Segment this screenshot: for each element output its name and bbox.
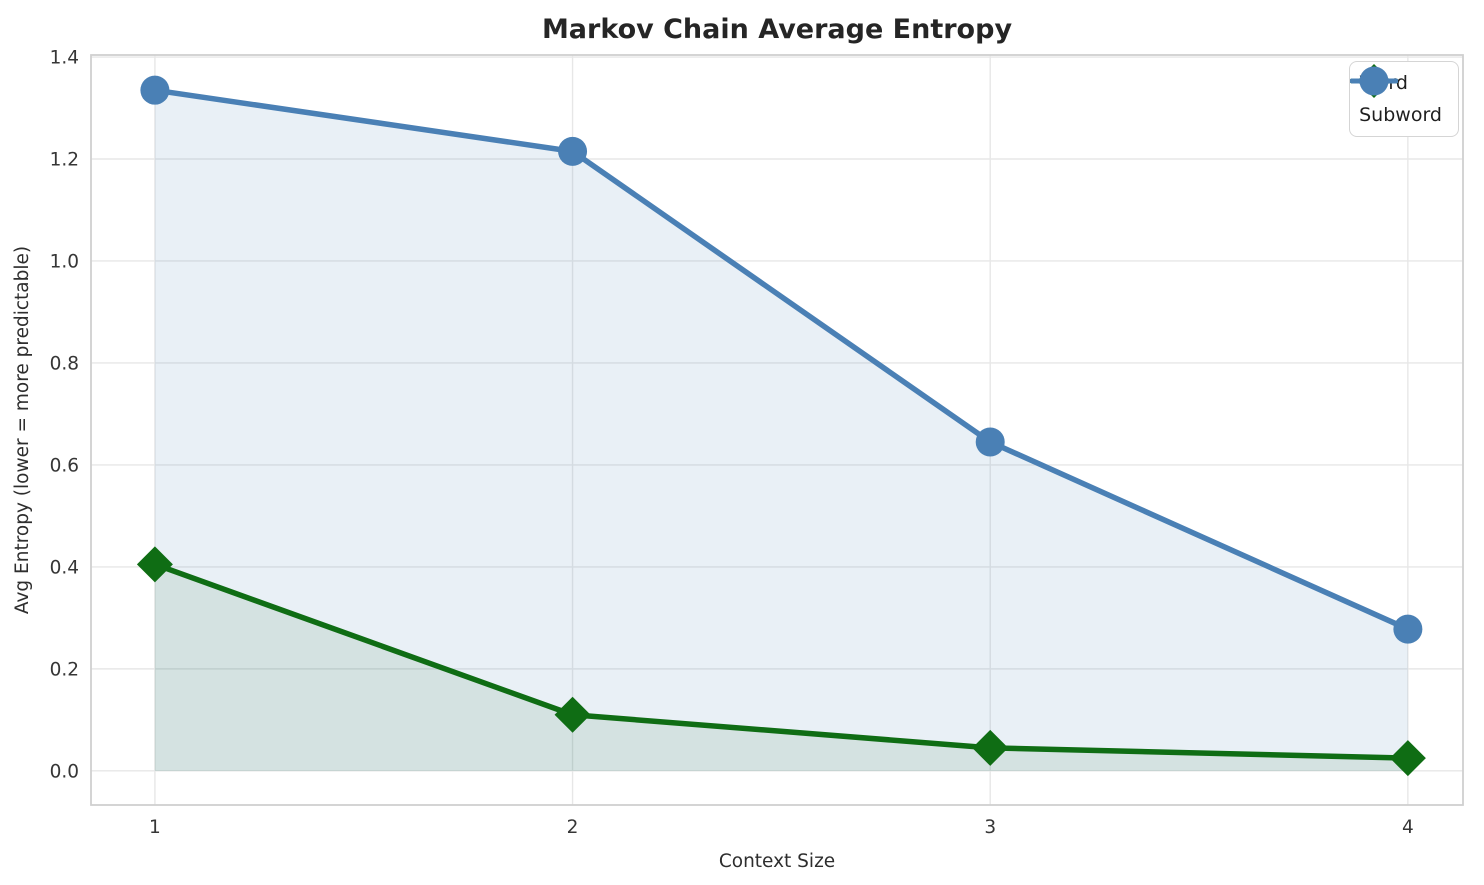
subword-marker-1 bbox=[558, 136, 588, 166]
legend: WordSubword bbox=[1349, 61, 1459, 137]
word-marker-0 bbox=[136, 546, 173, 583]
x-tick-label-3: 4 bbox=[1402, 817, 1414, 838]
word-area bbox=[154, 564, 1408, 771]
x-tick-label-1: 2 bbox=[567, 817, 579, 838]
subword-marker-3 bbox=[1393, 614, 1423, 644]
legend-circle-icon bbox=[1359, 66, 1389, 96]
legend-subword-marker-icon bbox=[1350, 66, 1399, 96]
y-tick-label-4: 0.8 bbox=[50, 353, 79, 374]
y-tick-label-0: 0.0 bbox=[50, 761, 79, 782]
word-marker-3 bbox=[1389, 740, 1426, 777]
y-tick-label-5: 1.0 bbox=[50, 251, 79, 272]
y-tick-label-6: 1.2 bbox=[50, 150, 79, 171]
subword-marker-2 bbox=[975, 427, 1005, 457]
word-marker-2 bbox=[972, 729, 1009, 766]
y-tick-label-1: 0.2 bbox=[50, 659, 79, 680]
subword-line bbox=[152, 87, 1411, 632]
y-tick-label-2: 0.4 bbox=[50, 557, 79, 578]
word-marker-1 bbox=[554, 696, 591, 733]
y-axis-label: Avg Entropy (lower = more predictable) bbox=[12, 246, 33, 614]
word-line bbox=[152, 561, 1411, 761]
x-axis-label: Context Size bbox=[719, 851, 835, 872]
plot-border bbox=[90, 54, 1464, 806]
subword-area bbox=[154, 90, 1408, 771]
legend-label-subword: Subword bbox=[1359, 103, 1442, 126]
subword-marker-0 bbox=[140, 75, 170, 105]
legend-item-subword: Subword bbox=[1350, 66, 1442, 130]
y-tick-label-3: 0.6 bbox=[50, 455, 79, 476]
x-tick-label-0: 1 bbox=[149, 817, 161, 838]
x-tick-label-2: 3 bbox=[984, 817, 996, 838]
y-tick-label-7: 1.4 bbox=[50, 48, 79, 69]
chart-title: Markov Chain Average Entropy bbox=[542, 14, 1013, 45]
